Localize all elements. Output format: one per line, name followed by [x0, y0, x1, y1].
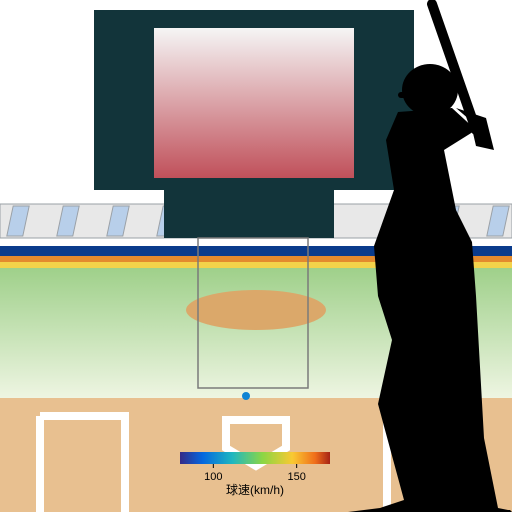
pitch-marker [242, 392, 250, 400]
pitchers-mound [186, 290, 326, 330]
pitch-location-diagram: 100 150球速(km/h) [0, 0, 512, 512]
helmet-brim [398, 92, 426, 98]
batter-helmet [402, 64, 458, 116]
velocity-axis-label: 球速(km/h) [226, 483, 284, 497]
velocity-tick-label: 100 [204, 471, 222, 483]
velocity-colorbar [180, 452, 330, 464]
velocity-tick-label: 150 [287, 471, 305, 483]
scene-svg: 100 150球速(km/h) [0, 0, 512, 512]
scoreboard-screen [154, 28, 354, 178]
scoreboard-support [164, 190, 334, 238]
